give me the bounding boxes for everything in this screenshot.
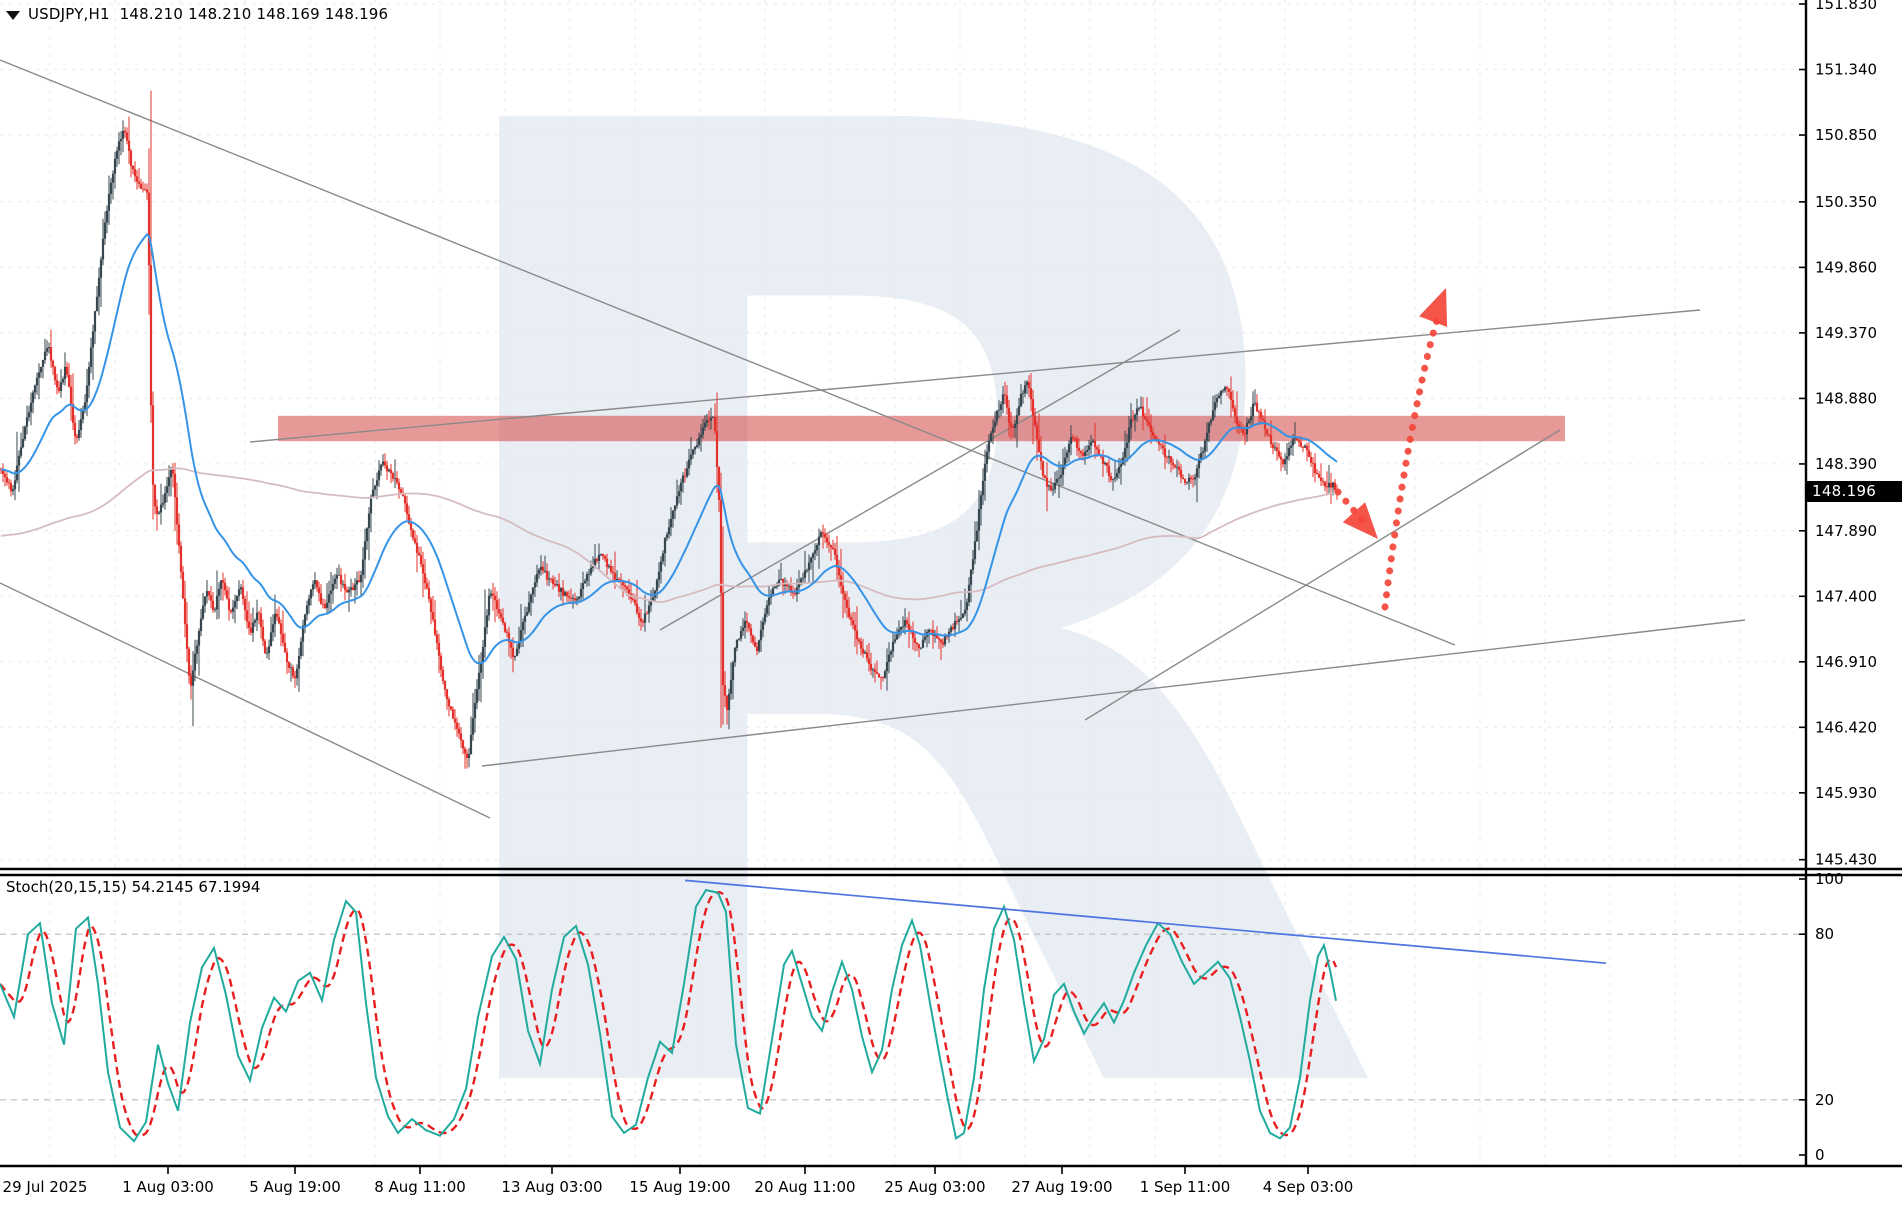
trendline-5[interactable] xyxy=(0,582,491,819)
stoch-axis-label: 0 xyxy=(1815,1146,1825,1164)
price-axis-label: 148.390 xyxy=(1815,455,1877,473)
time-axis-label: 1 Sep 11:00 xyxy=(1140,1178,1231,1196)
time-axis-label: 20 Aug 11:00 xyxy=(754,1178,855,1196)
stochastic-main-line[interactable] xyxy=(0,888,1337,1143)
grid-horizontal-lines xyxy=(0,3,1806,861)
trendline-6[interactable] xyxy=(481,619,1746,767)
price-axis-label: 149.860 xyxy=(1815,258,1877,276)
chart-title-bar: USDJPY,H1 148.210 148.210 148.169 148.19… xyxy=(6,5,388,23)
symbol-marker-icon xyxy=(6,10,20,20)
stoch-axis-label: 100 xyxy=(1815,870,1844,888)
price-axis-label: 146.420 xyxy=(1815,718,1877,736)
panel-divider xyxy=(0,867,1902,877)
time-axis-label: 8 Aug 11:00 xyxy=(374,1178,466,1196)
time-axis-label: 5 Aug 19:00 xyxy=(249,1178,341,1196)
price-axis-label: 151.830 xyxy=(1815,0,1877,13)
time-axis-label: 1 Aug 03:00 xyxy=(122,1178,214,1196)
trendline-3[interactable] xyxy=(659,329,1181,631)
ma-fast-line[interactable] xyxy=(0,233,1338,665)
time-axis-label: 15 Aug 19:00 xyxy=(629,1178,730,1196)
time-axis-label: 4 Sep 03:00 xyxy=(1263,1178,1354,1196)
price-axis-label: 149.370 xyxy=(1815,324,1877,342)
price-axis-label: 145.930 xyxy=(1815,784,1877,802)
price-axis-label: 150.350 xyxy=(1815,193,1877,211)
forecast-arrow-up[interactable] xyxy=(1381,306,1444,611)
resistance-zone[interactable] xyxy=(278,415,1565,442)
price-axis-label: 147.400 xyxy=(1815,587,1877,605)
trendline-2[interactable] xyxy=(249,309,1701,443)
price-axis-label: 151.340 xyxy=(1815,61,1877,79)
candle-bodies-bull xyxy=(11,130,1335,759)
price-axis-label: 145.430 xyxy=(1815,851,1877,869)
stoch-axis-label: 20 xyxy=(1815,1091,1834,1109)
time-axis-label: 25 Aug 03:00 xyxy=(884,1178,985,1196)
forecast-arrow-up-head xyxy=(1419,288,1448,327)
price-axis-label: 146.910 xyxy=(1815,653,1877,671)
price-axis-label: 147.890 xyxy=(1815,522,1877,540)
time-axis-label: 13 Aug 03:00 xyxy=(501,1178,602,1196)
price-axis-label: 148.880 xyxy=(1815,389,1877,407)
ma-slow-line[interactable] xyxy=(0,467,1338,603)
forecast-arrow-down-head xyxy=(1342,502,1378,539)
watermark-letter: R xyxy=(378,0,1394,1206)
trendline-4[interactable] xyxy=(1084,429,1561,721)
stochastic-trendline[interactable] xyxy=(684,879,1607,965)
time-axis-label: 27 Aug 19:00 xyxy=(1011,1178,1112,1196)
symbol-ohlc-title: USDJPY,H1 148.210 148.210 148.169 148.19… xyxy=(28,5,389,23)
stochastic-level-lines xyxy=(0,933,1806,1101)
time-axis-label: 29 Jul 2025 xyxy=(3,1178,88,1196)
stoch-axis-label: 80 xyxy=(1815,925,1834,943)
stochastic-indicator-label: Stoch(20,15,15) 54.2145 67.1994 xyxy=(6,878,261,896)
price-axis-label: 150.850 xyxy=(1815,126,1877,144)
trendline-1[interactable] xyxy=(0,59,1456,646)
current-price-tag: 148.196 xyxy=(1807,481,1902,502)
